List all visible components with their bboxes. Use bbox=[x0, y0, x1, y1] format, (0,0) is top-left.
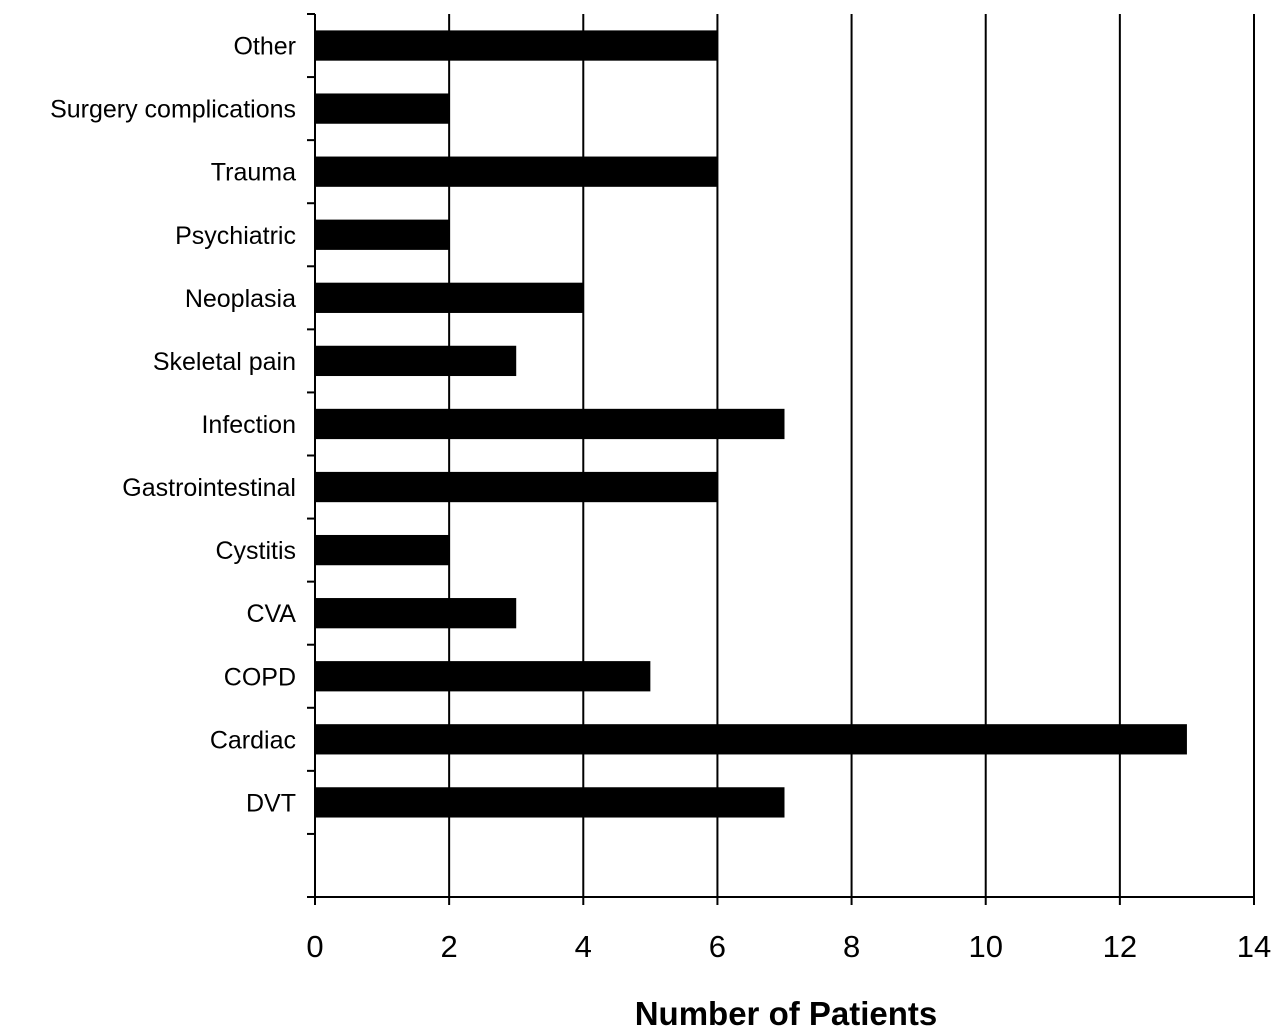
gridlines bbox=[448, 14, 1255, 897]
bars bbox=[315, 30, 1187, 818]
category-label: Infection bbox=[201, 411, 296, 439]
category-label: Other bbox=[233, 33, 296, 61]
x-tick-label-14: 14 bbox=[1237, 929, 1271, 964]
category-label: CVA bbox=[246, 600, 296, 628]
x-tick-label-0: 0 bbox=[306, 929, 323, 964]
x-tick-labels: 0 2 4 6 8 10 12 14 bbox=[306, 929, 1271, 964]
bar-trauma bbox=[315, 156, 718, 187]
x-tick-label-2: 2 bbox=[441, 929, 458, 964]
bar-skeletal-pain bbox=[315, 345, 517, 377]
bar-gastrointestinal bbox=[315, 471, 718, 503]
x-tick-label-4: 4 bbox=[575, 929, 592, 964]
bar-dvt bbox=[315, 787, 785, 818]
category-label: Cardiac bbox=[210, 726, 296, 754]
bar-cardiac bbox=[315, 724, 1187, 755]
category-label: DVT bbox=[246, 789, 296, 817]
category-labels: Other Surgery complications Trauma Psychiat… bbox=[50, 33, 296, 818]
bar-other bbox=[315, 30, 718, 61]
bar-surgery-complications bbox=[315, 93, 450, 124]
bar-cystitis bbox=[315, 534, 450, 566]
category-label: COPD bbox=[224, 663, 296, 691]
x-tick-label-8: 8 bbox=[843, 929, 860, 964]
category-label: Psychiatric bbox=[175, 222, 296, 250]
category-label: Surgery complications bbox=[50, 96, 296, 124]
category-label: Cystitis bbox=[215, 537, 296, 565]
axes bbox=[307, 13, 1255, 905]
x-tick-label-12: 12 bbox=[1103, 929, 1137, 964]
x-tick-label-6: 6 bbox=[709, 929, 726, 964]
bar-infection bbox=[315, 408, 785, 440]
category-label: Trauma bbox=[211, 159, 296, 187]
category-label: Gastrointestinal bbox=[122, 474, 296, 502]
bar-psychiatric bbox=[315, 219, 450, 250]
category-label: Skeletal pain bbox=[153, 348, 296, 376]
x-tick-label-10: 10 bbox=[968, 929, 1002, 964]
category-label: Neoplasia bbox=[185, 285, 296, 313]
bar-neoplasia bbox=[315, 282, 584, 313]
bar-copd bbox=[315, 661, 651, 692]
x-axis-title: Number of Patients bbox=[635, 995, 938, 1030]
bar-cva bbox=[315, 598, 517, 629]
